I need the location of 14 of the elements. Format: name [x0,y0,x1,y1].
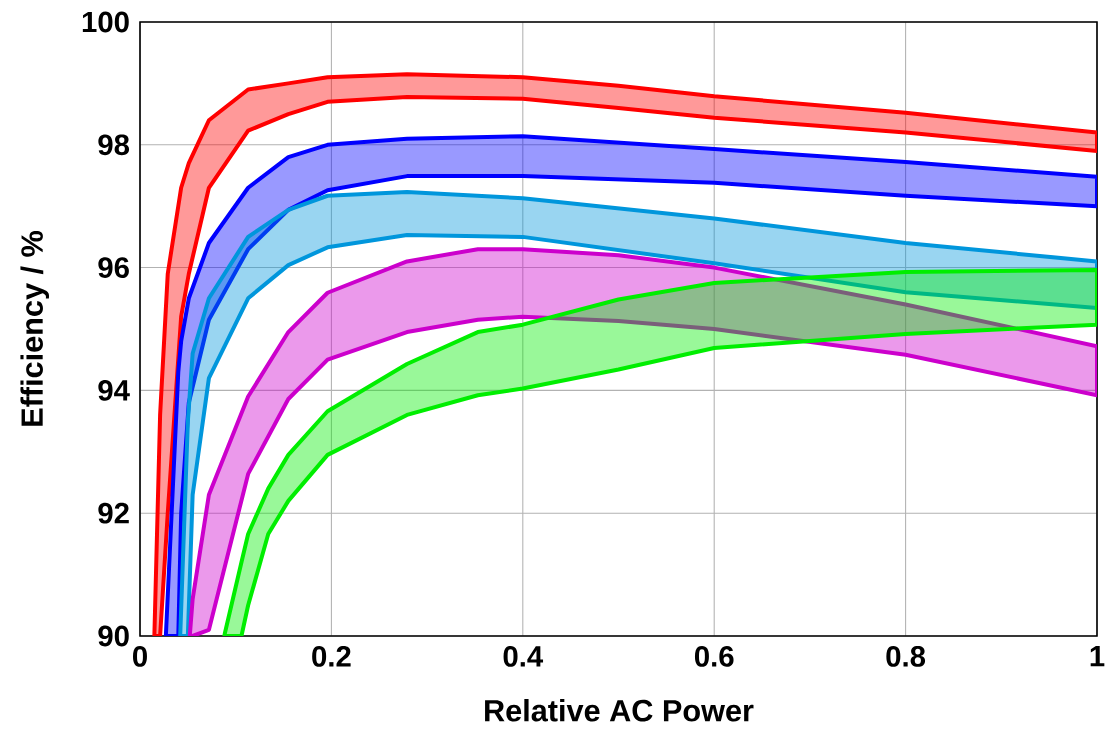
x-tick-label: 0.6 [694,646,734,667]
y-tick-label: 90 [98,625,129,647]
y-tick-label: 94 [98,379,130,401]
x-tick-label: 0.2 [312,646,351,667]
y-tick-label: 92 [98,502,129,524]
x-axis-title: Relative AC Power [485,699,754,722]
x-tick-label: 0.4 [503,646,544,667]
y-tick-label: 96 [98,257,129,278]
x-tick-label: 0 [133,646,147,667]
y-tick-label: 100 [82,11,129,33]
x-tick-label: 1 [1090,646,1105,667]
x-tick-label: 0.8 [886,646,926,667]
y-axis-title: Efficiency / % [20,230,50,426]
y-tick-label: 98 [98,134,130,156]
